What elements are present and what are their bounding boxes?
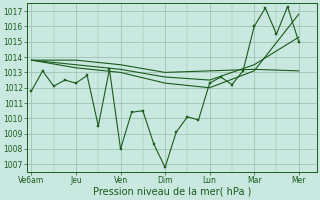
X-axis label: Pression niveau de la mer( hPa ): Pression niveau de la mer( hPa ) (92, 187, 251, 197)
